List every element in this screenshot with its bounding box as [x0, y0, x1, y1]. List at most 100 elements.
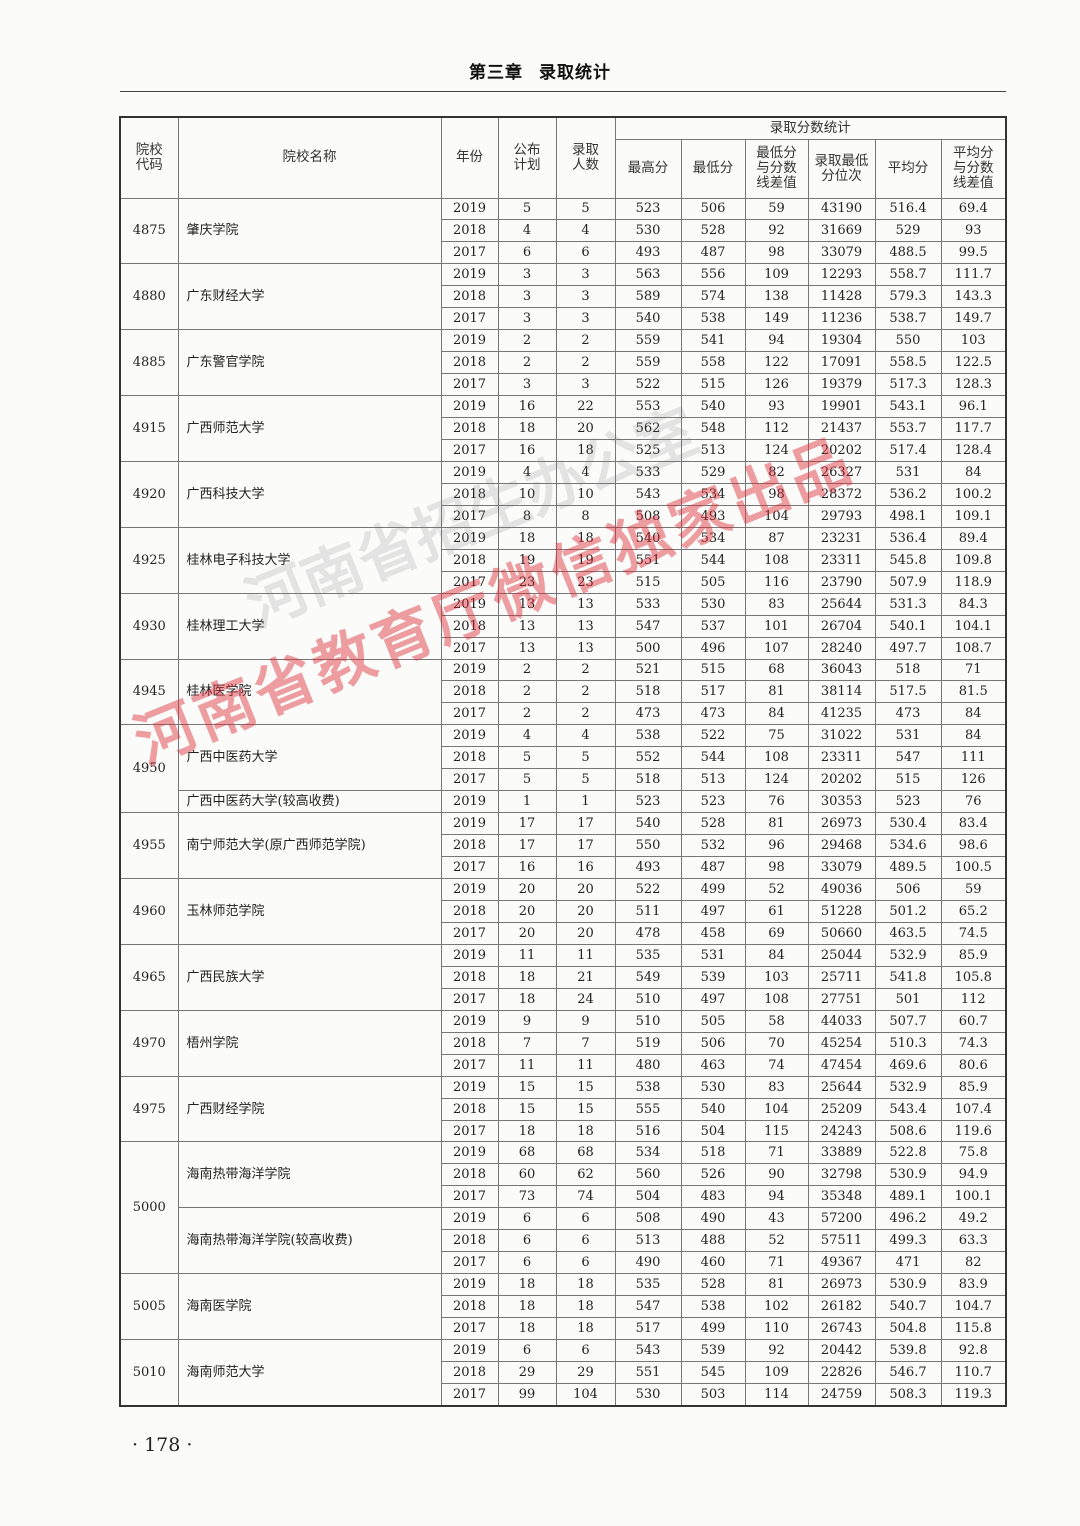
- cell-min-diff: 69: [744, 921, 809, 945]
- cell-min-diff: 108: [744, 746, 809, 770]
- cell-max: 522: [614, 878, 682, 901]
- school-code: 4885: [119, 329, 179, 397]
- cell-min: 487: [680, 241, 746, 265]
- cell-avg: 543.4: [874, 1097, 942, 1121]
- cell-year: 2017: [440, 373, 499, 397]
- cell-min: 458: [680, 921, 746, 945]
- cell-plan: 5: [497, 746, 557, 770]
- cell-avg: 471: [874, 1251, 942, 1275]
- cell-year: 2019: [440, 790, 499, 814]
- cell-plan: 6: [497, 1207, 557, 1231]
- cell-year: 2018: [440, 548, 499, 572]
- cell-year: 2019: [440, 1339, 499, 1363]
- cell-year: 2017: [440, 438, 499, 462]
- cell-min: 528: [680, 219, 746, 243]
- school-name: 海南医学院: [177, 1273, 442, 1341]
- cell-min: 532: [680, 834, 746, 858]
- cell-avg: 536.2: [874, 482, 942, 506]
- cell-min-diff: 101: [744, 614, 809, 638]
- table-row: 2017 6 6 490 460 71 49367 471 82: [120, 1251, 1007, 1275]
- cell-avg-diff: 100.5: [940, 856, 1007, 880]
- school-code: 4920: [119, 460, 179, 528]
- table-row: 2018 2 2 559 558 122 17091 558.5 122.5: [120, 351, 1007, 375]
- cell-admitted: 13: [555, 636, 616, 660]
- cell-avg: 558.5: [874, 351, 942, 375]
- cell-min: 528: [680, 1273, 746, 1297]
- cell-min-diff: 104: [744, 1097, 809, 1121]
- cell-avg: 523: [874, 790, 942, 814]
- cell-min-rank: 36043: [807, 658, 876, 682]
- cell-min-rank: 19379: [807, 373, 876, 397]
- col-header-score-stats: 录取分数统计: [614, 116, 1007, 140]
- col-header-min-diff: 最低分与分数线差值: [744, 138, 809, 199]
- table-row: 2018 3 3 589 574 138 11428 579.3 143.3: [120, 285, 1007, 309]
- cell-admitted: 18: [555, 438, 616, 462]
- cell-min-diff: 59: [744, 197, 809, 221]
- cell-avg-diff: 111: [940, 746, 1007, 770]
- cell-min-rank: 20442: [807, 1339, 876, 1363]
- school-code: 4880: [119, 263, 179, 331]
- cell-admitted: 2: [555, 329, 616, 353]
- cell-max: 543: [614, 482, 682, 506]
- cell-avg: 510.3: [874, 1031, 942, 1055]
- cell-admitted: 5: [555, 768, 616, 792]
- cell-plan: 13: [497, 614, 557, 638]
- table-row: 2018 20 20 511 497 61 51228 501.2 65.2: [120, 900, 1007, 923]
- cell-plan: 6: [497, 1229, 557, 1253]
- cell-year: 2017: [440, 1185, 499, 1209]
- col-header-min-rank: 录取最低分位次: [807, 138, 876, 199]
- cell-max: 508: [614, 1207, 682, 1231]
- cell-year: 2018: [440, 900, 499, 923]
- cell-plan: 15: [497, 1097, 557, 1121]
- table-row: 5000 海南热带海洋学院 2019 68 68 534 518 71 33889 522.8 75…: [119, 1141, 1007, 1275]
- cell-max: 551: [614, 548, 682, 572]
- cell-year: 2018: [440, 351, 499, 375]
- cell-min-rank: 33889: [807, 1141, 876, 1165]
- cell-min-rank: 22826: [807, 1361, 876, 1384]
- cell-admitted: 18: [555, 1119, 616, 1143]
- cell-min: 558: [680, 351, 746, 375]
- cell-min-diff: 109: [744, 1361, 809, 1384]
- cell-min: 499: [680, 878, 746, 901]
- cell-plan: 20: [497, 921, 557, 945]
- cell-avg-diff: 85.9: [940, 1075, 1007, 1099]
- cell-avg-diff: 94.9: [940, 1163, 1007, 1187]
- cell-plan: 8: [497, 504, 557, 528]
- cell-year: 2017: [440, 570, 499, 594]
- cell-plan: 17: [497, 812, 557, 836]
- cell-year: 2019: [440, 460, 499, 484]
- school-name: 广东警官学院: [177, 329, 442, 397]
- cell-admitted: 6: [555, 1339, 616, 1363]
- cell-year: 2017: [440, 1119, 499, 1143]
- cell-avg: 501.2: [874, 900, 942, 923]
- cell-avg-diff: 93: [940, 219, 1007, 243]
- cell-min-rank: 33079: [807, 856, 876, 880]
- cell-min-rank: 25044: [807, 943, 876, 967]
- cell-year: 2019: [440, 263, 499, 287]
- cell-year: 2017: [440, 702, 499, 726]
- cell-plan: 3: [497, 263, 557, 287]
- cell-plan: 13: [497, 592, 557, 616]
- cell-min-diff: 83: [744, 1075, 809, 1099]
- cell-min: 530: [680, 1075, 746, 1099]
- cell-min-rank: 20202: [807, 768, 876, 792]
- cell-min: 515: [680, 658, 746, 682]
- cell-avg-diff: 82: [940, 1251, 1007, 1275]
- table-row: 4875 肇庆学院 2019 5 5 523 506 59 43190 516.4 69.4: [119, 197, 1007, 265]
- cell-max: 519: [614, 1031, 682, 1055]
- cell-year: 2017: [440, 241, 499, 265]
- cell-min-rank: 31022: [807, 724, 876, 748]
- cell-admitted: 19: [555, 548, 616, 572]
- cell-min-diff: 109: [744, 263, 809, 287]
- cell-max: 540: [614, 812, 682, 836]
- table-row: 4925 桂林电子科技大学 2019 18 18 540 534 87 23231 536.4 89…: [119, 526, 1007, 594]
- cell-max: 550: [614, 834, 682, 858]
- cell-year: 2018: [440, 965, 499, 989]
- cell-avg: 538.7: [874, 307, 942, 331]
- cell-avg: 507.7: [874, 1009, 942, 1033]
- cell-avg-diff: 76: [940, 790, 1007, 814]
- table-row: 2018 18 18 547 538 102 26182 540.7 104.7: [120, 1295, 1007, 1319]
- cell-avg-diff: 98.6: [940, 834, 1007, 858]
- table-row: 4955 南宁师范大学(原广西师范学院) 2019 17 17 540 528 81 26973…: [119, 812, 1007, 880]
- cell-min-diff: 124: [744, 768, 809, 792]
